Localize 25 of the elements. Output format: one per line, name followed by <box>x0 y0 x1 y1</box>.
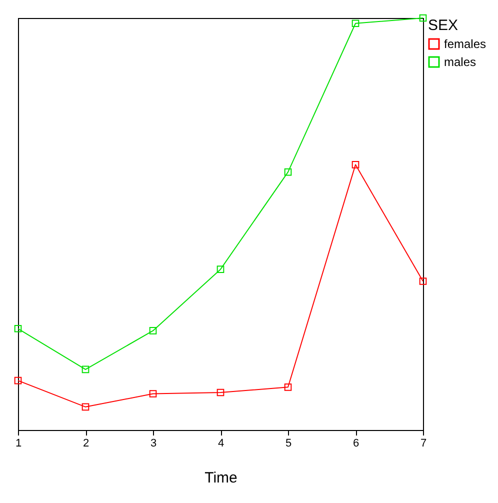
point <box>284 168 292 176</box>
point <box>82 403 90 411</box>
x-tick-label: 4 <box>218 438 224 450</box>
point <box>216 388 224 396</box>
legend-label: males <box>444 55 476 69</box>
legend-label: females <box>444 37 486 51</box>
point <box>419 278 427 285</box>
x-tick-label: 3 <box>150 438 157 450</box>
x-tick-label: 7 <box>420 438 427 450</box>
point <box>352 161 360 168</box>
x-tick-label: 2 <box>82 438 90 450</box>
legend-title: SEX <box>428 17 458 34</box>
point <box>216 266 224 273</box>
x-tick-label: 5 <box>285 438 292 450</box>
point <box>149 390 157 398</box>
point <box>149 327 157 334</box>
point <box>352 20 360 28</box>
point <box>14 324 22 332</box>
point <box>419 14 427 22</box>
point <box>284 383 292 391</box>
point <box>82 366 90 374</box>
x-tick-label: 1 <box>15 438 22 450</box>
x-tick-label: 6 <box>352 438 360 450</box>
x-axis-title: Time <box>204 470 238 486</box>
point <box>14 376 22 384</box>
